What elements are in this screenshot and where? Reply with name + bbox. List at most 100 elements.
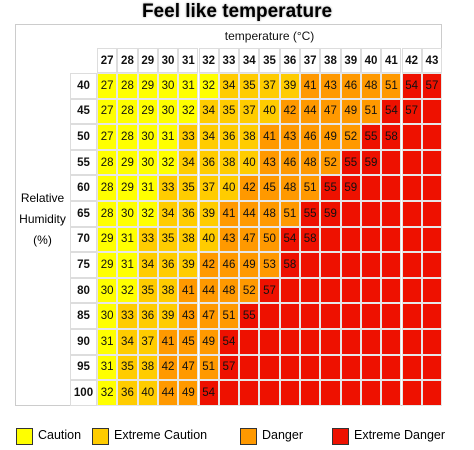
legend-swatch xyxy=(92,428,109,445)
row-header: 95 xyxy=(70,354,97,381)
value-cell: 28 xyxy=(117,124,138,150)
value-cell: 58 xyxy=(300,226,321,253)
column-header: 39 xyxy=(340,48,361,73)
empty-cell xyxy=(421,226,443,253)
empty-cell xyxy=(360,226,382,253)
column-header: 34 xyxy=(239,48,260,73)
column-header: 36 xyxy=(279,48,300,73)
row-header: 90 xyxy=(70,329,97,355)
value-cell: 47 xyxy=(178,354,199,381)
value-cell: 29 xyxy=(137,73,158,99)
value-cell: 59 xyxy=(360,149,382,176)
value-cell: 34 xyxy=(117,329,138,355)
empty-cell xyxy=(421,98,443,125)
value-cell: 32 xyxy=(157,149,179,176)
empty-cell xyxy=(300,380,321,406)
empty-cell xyxy=(401,252,422,278)
empty-cell xyxy=(421,277,443,304)
empty-cell xyxy=(320,277,341,304)
value-cell: 30 xyxy=(137,124,158,150)
value-cell: 47 xyxy=(239,226,260,253)
value-cell: 42 xyxy=(239,175,260,201)
value-cell: 27 xyxy=(97,73,118,99)
value-cell: 31 xyxy=(157,124,179,150)
value-cell: 35 xyxy=(239,73,260,99)
value-cell: 39 xyxy=(178,252,199,278)
empty-cell xyxy=(421,380,443,406)
value-cell: 48 xyxy=(218,277,240,304)
empty-cell xyxy=(300,329,321,355)
value-cell: 37 xyxy=(198,175,219,201)
value-cell: 38 xyxy=(218,149,240,176)
empty-cell xyxy=(340,277,361,304)
value-cell: 54 xyxy=(279,226,300,253)
row-header: 85 xyxy=(70,303,97,329)
value-cell: 29 xyxy=(117,149,138,176)
value-cell: 59 xyxy=(340,175,361,201)
value-cell: 57 xyxy=(401,98,422,125)
value-cell: 49 xyxy=(340,98,361,125)
empty-cell xyxy=(401,380,422,406)
value-cell: 34 xyxy=(198,98,219,125)
value-cell: 34 xyxy=(157,201,179,227)
empty-cell xyxy=(381,201,402,227)
empty-cell xyxy=(239,329,260,355)
empty-cell xyxy=(421,329,443,355)
value-cell: 44 xyxy=(239,201,260,227)
value-cell: 54 xyxy=(218,329,240,355)
column-header: 33 xyxy=(218,48,240,73)
empty-cell xyxy=(360,201,382,227)
value-cell: 58 xyxy=(381,124,402,150)
value-cell: 38 xyxy=(137,354,158,381)
column-header: 41 xyxy=(381,48,402,73)
value-cell: 39 xyxy=(198,201,219,227)
empty-cell xyxy=(401,354,422,381)
empty-cell xyxy=(401,124,422,150)
value-cell: 54 xyxy=(381,98,402,125)
y-label: Relative Humidity (%) xyxy=(15,188,70,290)
empty-cell xyxy=(320,252,341,278)
value-cell: 38 xyxy=(239,124,260,150)
value-cell: 37 xyxy=(259,73,280,99)
value-cell: 30 xyxy=(97,277,118,304)
value-cell: 27 xyxy=(97,98,118,125)
value-cell: 35 xyxy=(157,226,179,253)
empty-cell xyxy=(381,354,402,381)
value-cell: 31 xyxy=(137,175,158,201)
value-cell: 51 xyxy=(198,354,219,381)
value-cell: 40 xyxy=(259,98,280,125)
empty-cell xyxy=(421,149,443,176)
row-header: 100 xyxy=(70,380,97,406)
value-cell: 49 xyxy=(239,252,260,278)
value-cell: 42 xyxy=(198,252,219,278)
value-cell: 49 xyxy=(320,124,341,150)
value-cell: 45 xyxy=(178,329,199,355)
value-cell: 46 xyxy=(340,73,361,99)
value-cell: 35 xyxy=(178,175,199,201)
empty-cell xyxy=(279,354,300,381)
value-cell: 39 xyxy=(157,303,179,329)
legend-swatch xyxy=(16,428,33,445)
y-label-line: Relative xyxy=(20,191,65,206)
row-header: 45 xyxy=(70,98,97,125)
empty-cell xyxy=(381,277,402,304)
value-cell: 38 xyxy=(157,277,179,304)
value-cell: 32 xyxy=(117,277,138,304)
value-cell: 49 xyxy=(198,329,219,355)
value-cell: 43 xyxy=(259,149,280,176)
empty-cell xyxy=(401,277,422,304)
empty-cell xyxy=(340,201,361,227)
value-cell: 38 xyxy=(178,226,199,253)
empty-cell xyxy=(360,329,382,355)
value-cell: 29 xyxy=(97,226,118,253)
empty-cell xyxy=(401,303,422,329)
column-header: 32 xyxy=(198,48,219,73)
value-cell: 36 xyxy=(178,201,199,227)
value-cell: 40 xyxy=(137,380,158,406)
empty-cell xyxy=(421,303,443,329)
empty-cell xyxy=(421,175,443,201)
value-cell: 31 xyxy=(117,252,138,278)
value-cell: 35 xyxy=(137,277,158,304)
empty-cell xyxy=(381,226,402,253)
